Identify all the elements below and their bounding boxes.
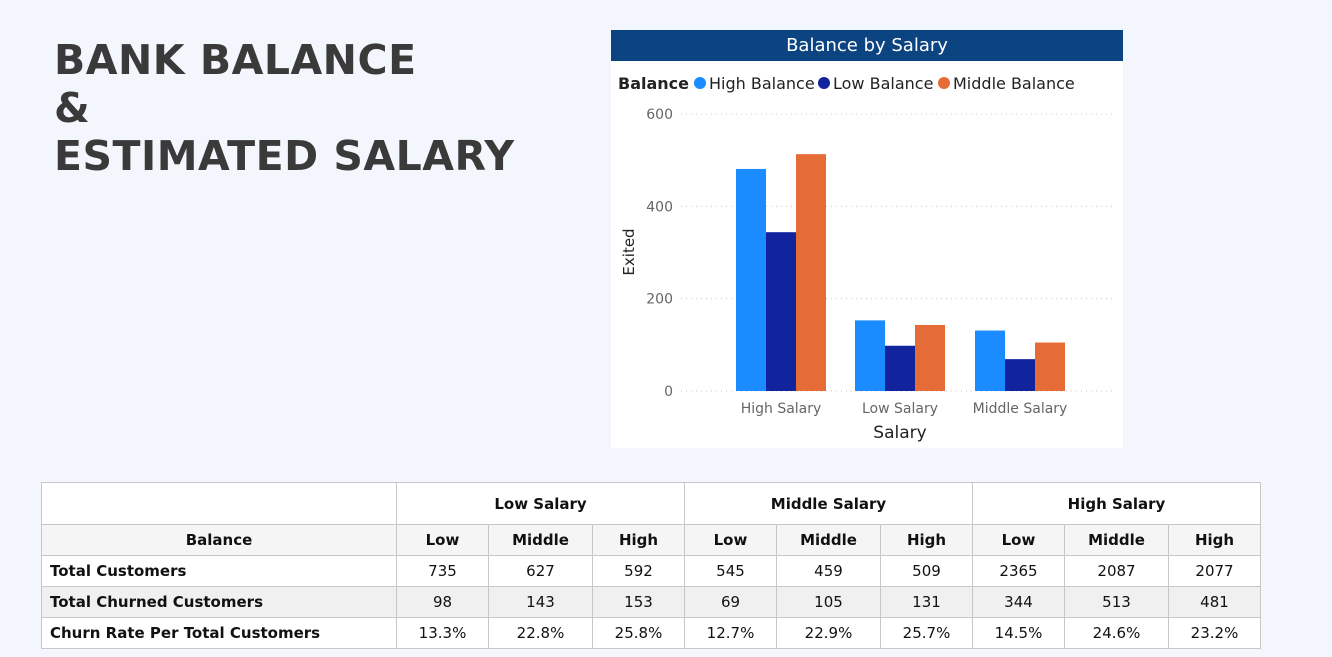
table-row-total-customers: Total Customers 735 627 592 545 459 509 … (41, 555, 1261, 587)
column-header: Low (396, 524, 489, 556)
bar-high-balance-high-salary[interactable] (736, 168, 766, 391)
table-cell: 153 (592, 586, 685, 618)
table-cell: 2365 (972, 555, 1065, 587)
row-header-balance: Balance (41, 524, 397, 556)
table-cell: 459 (776, 555, 881, 587)
row-label: Total Customers (41, 555, 397, 587)
group-header-middle-salary: Middle Salary (684, 482, 973, 525)
table-cell: 545 (684, 555, 777, 587)
bar-low-balance-high-salary[interactable] (766, 232, 796, 391)
balance-by-salary-chart[interactable]: Balance Exited Salary 0 200 400 600 High Sal… (611, 30, 1123, 448)
table-cell: 513 (1064, 586, 1169, 618)
column-header: Middle (488, 524, 593, 556)
table-cell: 24.6% (1064, 617, 1169, 649)
table-cell: 2077 (1168, 555, 1261, 587)
table-sub-header-row: Balance Low Middle High Low Middle High … (41, 524, 1261, 556)
table-cell: 143 (488, 586, 593, 618)
row-label: Total Churned Customers (41, 586, 397, 618)
table-row-churn-rate: Churn Rate Per Total Customers 13.3% 22.… (41, 617, 1261, 649)
y-axis-title: Exited (620, 228, 638, 275)
group-header-high-salary: High Salary (972, 482, 1261, 525)
bar-low-balance-middle-salary[interactable] (1005, 359, 1035, 391)
table-cell: 627 (488, 555, 593, 587)
table-corner-cell (41, 482, 397, 525)
table-cell: 14.5% (972, 617, 1065, 649)
table-cell: 22.9% (776, 617, 881, 649)
column-header: Low (972, 524, 1065, 556)
legend-item[interactable]: Middle Balance (953, 74, 1075, 93)
legend-marker (938, 77, 950, 89)
legend-title: Balance (618, 74, 689, 93)
bar-low-balance-low-salary[interactable] (885, 345, 915, 391)
table-cell: 13.3% (396, 617, 489, 649)
page-title-line-3: ESTIMATED SALARY (54, 132, 515, 180)
table-cell: 2087 (1064, 555, 1169, 587)
y-tick-label: 400 (646, 199, 673, 215)
table-cell: 509 (880, 555, 973, 587)
bar-middle-balance-middle-salary[interactable] (1035, 342, 1065, 391)
table-row-total-churned-customers: Total Churned Customers 98 143 153 69 10… (41, 586, 1261, 618)
table-group-header-row: Low Salary Middle Salary High Salary (41, 482, 1261, 525)
x-tick-label: Low Salary (862, 401, 938, 417)
y-tick-label: 200 (646, 292, 673, 308)
bar-middle-balance-high-salary[interactable] (796, 154, 826, 391)
table-cell: 131 (880, 586, 973, 618)
table-cell: 105 (776, 586, 881, 618)
x-tick-label: Middle Salary (973, 401, 1068, 417)
legend-marker (694, 77, 706, 89)
table-cell: 22.8% (488, 617, 593, 649)
table-cell: 69 (684, 586, 777, 618)
chart-canvas: Balance Exited Salary 0 200 400 600 High Sal… (618, 74, 1113, 443)
churn-summary-table: Low Salary Middle Salary High Salary Bal… (41, 482, 1261, 649)
table-cell: 735 (396, 555, 489, 587)
x-tick-label: High Salary (741, 401, 822, 417)
table-cell: 25.7% (880, 617, 973, 649)
bar-middle-balance-low-salary[interactable] (915, 324, 945, 391)
group-header-low-salary: Low Salary (396, 482, 685, 525)
table-cell: 98 (396, 586, 489, 618)
legend-marker (818, 77, 830, 89)
table-cell: 25.8% (592, 617, 685, 649)
table-cell: 592 (592, 555, 685, 587)
table-cell: 12.7% (684, 617, 777, 649)
table-cell: 23.2% (1168, 617, 1261, 649)
y-tick-label: 600 (646, 107, 673, 123)
page-title: BANK BALANCE & ESTIMATED SALARY (54, 36, 515, 180)
chart-title: Balance by Salary (611, 30, 1123, 61)
column-header: Middle (776, 524, 881, 556)
table-cell: 481 (1168, 586, 1261, 618)
x-axis-title: Salary (873, 423, 926, 443)
bar-high-balance-low-salary[interactable] (855, 320, 885, 391)
column-header: High (880, 524, 973, 556)
column-header: High (1168, 524, 1261, 556)
column-header: Low (684, 524, 777, 556)
table-cell: 344 (972, 586, 1065, 618)
column-header: High (592, 524, 685, 556)
column-header: Middle (1064, 524, 1169, 556)
row-label: Churn Rate Per Total Customers (41, 617, 397, 649)
page-title-line-2: & (54, 84, 91, 132)
legend-item[interactable]: High Balance (709, 74, 815, 93)
legend-item[interactable]: Low Balance (833, 74, 933, 93)
bar-high-balance-middle-salary[interactable] (975, 330, 1005, 391)
page-title-line-1: BANK BALANCE (54, 36, 417, 84)
y-tick-label: 0 (664, 384, 673, 400)
